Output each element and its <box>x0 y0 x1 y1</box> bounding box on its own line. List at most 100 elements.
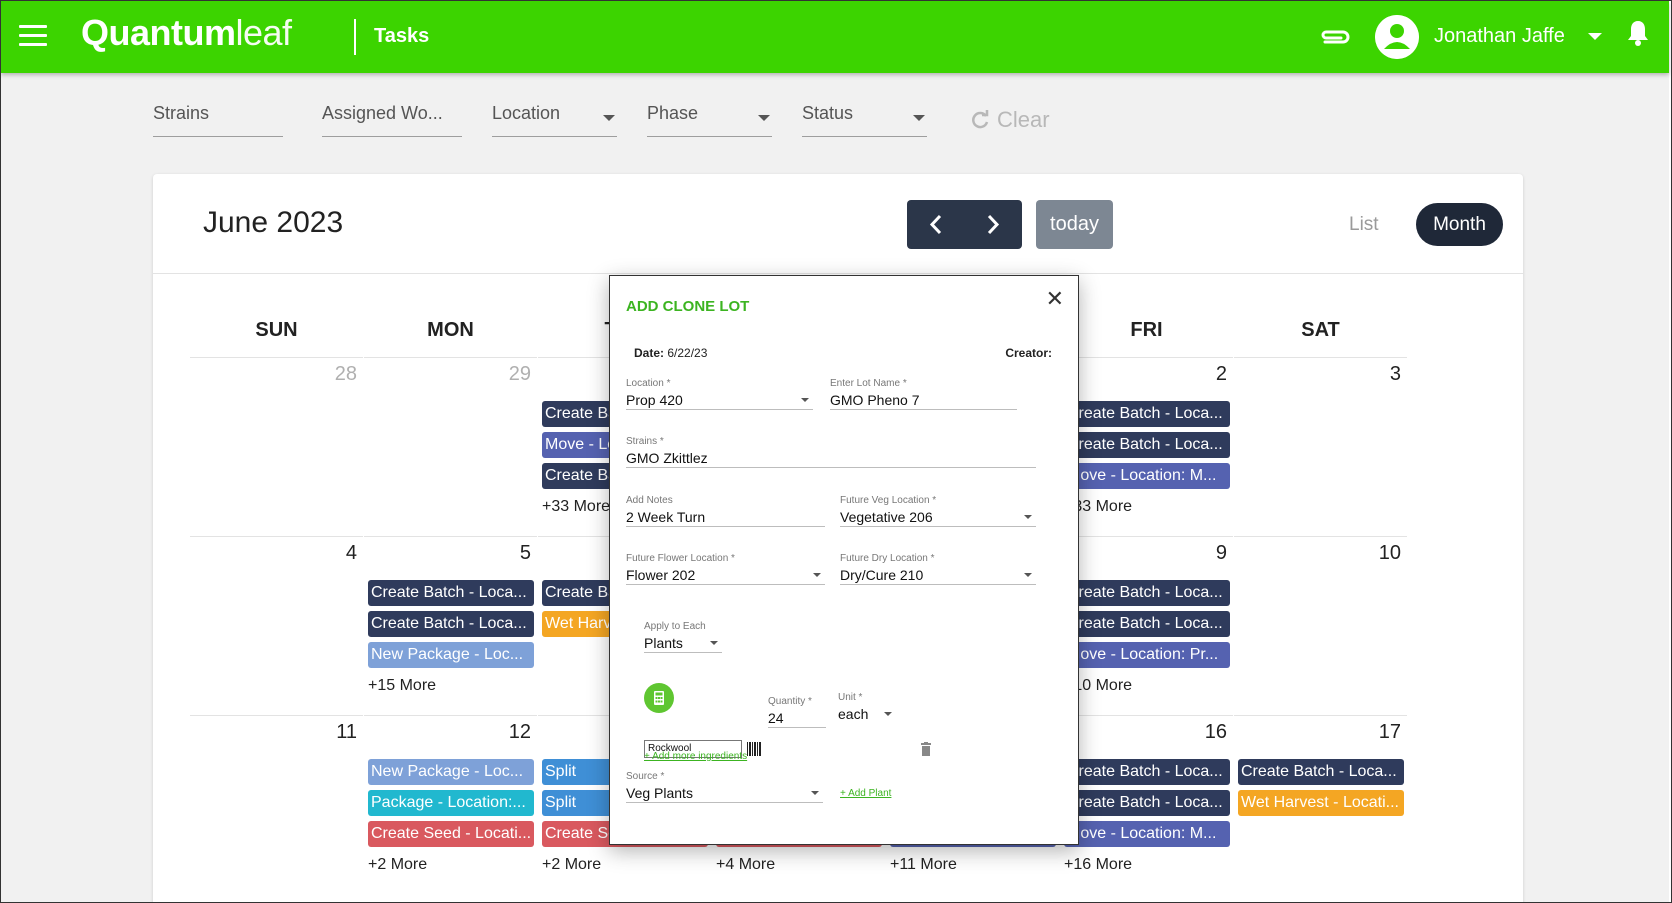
user-name[interactable]: Jonathan Jaffe <box>1434 25 1565 47</box>
status-filter[interactable]: Status <box>802 103 927 137</box>
future-veg-location-select[interactable]: Future Veg Location * Vegetative 206 <box>840 495 1036 527</box>
calendar-event[interactable]: Create Batch - Loca... <box>1064 401 1230 427</box>
chevron-down-icon[interactable] <box>1588 33 1602 40</box>
day-number[interactable]: 4 <box>345 542 357 564</box>
barcode-icon[interactable] <box>746 741 762 757</box>
day-cell[interactable]: 4 <box>190 536 363 726</box>
weekday-header: SAT <box>1301 319 1340 341</box>
chevron-down-icon <box>758 115 770 121</box>
calendar-event[interactable]: Package - Location:... <box>368 790 534 816</box>
menu-icon[interactable] <box>19 25 47 47</box>
day-number[interactable]: 9 <box>1215 542 1227 564</box>
calendar-event[interactable]: Create Batch - Loca... <box>1064 790 1230 816</box>
prev-month-button[interactable] <box>907 200 964 249</box>
day-cell[interactable]: 2 Create Batch - Loca... Create Batch - Lo… <box>1060 357 1233 547</box>
day-cell[interactable]: 28 <box>190 357 363 547</box>
more-events-link[interactable]: +2 More <box>368 856 428 873</box>
day-cell[interactable]: 16 Create Batch - Loca... Create Batch - L… <box>1060 715 1233 902</box>
calendar-event[interactable]: Create Batch - Loca... <box>1064 611 1230 637</box>
more-events-link[interactable]: +10 More <box>1064 677 1133 694</box>
day-number[interactable]: 5 <box>519 542 531 564</box>
calendar-event[interactable]: Create Batch - Loca... <box>368 580 534 606</box>
day-number[interactable]: 10 <box>1378 542 1401 564</box>
day-number[interactable]: 16 <box>1204 721 1227 743</box>
calendar-title: June 2023 <box>203 206 344 239</box>
strains-select[interactable]: Strains * GMO Zkittlez <box>626 436 1036 468</box>
notes-input[interactable]: Add Notes 2 Week Turn <box>626 495 825 527</box>
lot-name-input[interactable]: Enter Lot Name * GMO Pheno 7 <box>830 378 1017 410</box>
calculator-icon[interactable] <box>644 683 674 713</box>
more-events-link[interactable]: +33 More <box>542 498 611 515</box>
day-cell[interactable]: 9 Create Batch - Loca... Create Batch - Lo… <box>1060 536 1233 726</box>
brand-divider <box>354 19 356 55</box>
more-events-link[interactable]: +4 More <box>716 856 776 873</box>
unit-select[interactable]: Unit * each <box>838 692 896 724</box>
day-number[interactable]: 28 <box>334 363 357 385</box>
calendar-event[interactable]: Create Seed - Locati... <box>368 821 534 847</box>
calendar-event[interactable]: Create Batch - Loca... <box>1064 580 1230 606</box>
more-events-link[interactable]: +11 More <box>890 856 957 873</box>
account-icon[interactable] <box>1375 15 1419 59</box>
more-events-link[interactable]: +2 More <box>542 856 602 873</box>
day-number[interactable]: 29 <box>508 363 531 385</box>
calendar-event[interactable]: Move - Location: Pr... <box>1064 642 1230 668</box>
assigned-worker-filter[interactable]: Assigned Wo... <box>322 103 462 137</box>
weekday-header: FRI <box>1130 319 1163 341</box>
status-filter-label: Status <box>802 103 854 123</box>
clear-label: Clear <box>997 107 1050 132</box>
next-month-button[interactable] <box>965 200 1022 249</box>
apply-to-each-select[interactable]: Apply to Each Plants <box>644 621 722 653</box>
day-cell[interactable]: 17 Create Batch - Loca... Wet Harvest - Lo… <box>1234 715 1407 902</box>
day-cell[interactable]: 12 New Package - Loc... Package - Location… <box>364 715 537 902</box>
location-select[interactable]: Location * Prop 420 <box>626 378 813 410</box>
calendar-event[interactable]: Create Batch - Loca... <box>1064 759 1230 785</box>
day-cell[interactable]: 10 <box>1234 536 1407 726</box>
weekday-header: SUN <box>255 319 298 341</box>
day-cell[interactable]: 5 Create Batch - Loca... Create Batch - Lo… <box>364 536 537 726</box>
clear-filters-button[interactable]: Clear <box>969 107 1050 133</box>
future-dry-location-select[interactable]: Future Dry Location * Dry/Cure 210 <box>840 553 1036 585</box>
calendar-event[interactable]: Wet Harvest - Locati... <box>1238 790 1404 816</box>
day-cell[interactable]: 3 <box>1234 357 1407 547</box>
more-events-link[interactable]: +16 More <box>1064 856 1133 873</box>
calendar-event[interactable]: Create Batch - Loca... <box>368 611 534 637</box>
day-number[interactable]: 11 <box>336 721 357 743</box>
strains-filter[interactable]: Strains <box>153 103 283 137</box>
day-number[interactable]: 17 <box>1378 721 1401 743</box>
refresh-icon <box>972 110 989 129</box>
day-number[interactable]: 2 <box>1215 363 1227 385</box>
today-button[interactable]: today <box>1036 200 1113 249</box>
paperclip-icon[interactable] <box>1317 27 1351 47</box>
phase-filter[interactable]: Phase <box>647 103 772 137</box>
add-ingredients-link[interactable]: + Add more ingredients <box>644 751 748 762</box>
calendar-event[interactable]: Move - Location: M... <box>1064 463 1230 489</box>
quantity-input[interactable]: Quantity * 24 <box>768 696 826 728</box>
chevron-down-icon <box>603 115 615 121</box>
brand-logo[interactable]: Quantumleaf <box>81 12 292 53</box>
source-select[interactable]: Source * Veg Plants <box>626 771 823 803</box>
chevron-down-icon <box>913 115 925 121</box>
location-filter[interactable]: Location <box>492 103 617 137</box>
day-number[interactable]: 12 <box>508 721 531 743</box>
bell-icon[interactable] <box>1626 19 1650 47</box>
trash-icon[interactable] <box>920 742 932 756</box>
day-number[interactable]: 3 <box>1389 363 1401 385</box>
calendar-event[interactable]: New Package - Loc... <box>368 759 534 785</box>
day-cell[interactable]: 29 <box>364 357 537 547</box>
month-view-button[interactable]: Month <box>1416 203 1503 246</box>
add-plant-link[interactable]: + Add Plant <box>840 788 892 799</box>
day-cell[interactable]: 11 <box>190 715 363 902</box>
more-events-link[interactable]: +15 More <box>368 677 437 694</box>
calendar-event[interactable]: Move - Location: M... <box>1064 821 1230 847</box>
list-view-button[interactable]: List <box>1349 214 1379 235</box>
calendar-event[interactable]: Create Batch - Loca... <box>1238 759 1404 785</box>
close-icon[interactable]: ✕ <box>1045 286 1064 311</box>
ingredient-input[interactable]: Rockwool <box>644 740 742 758</box>
more-events-link[interactable]: +33 More <box>1064 498 1133 515</box>
calendar-event[interactable]: New Package - Loc... <box>368 642 534 668</box>
page-title: Tasks <box>374 25 430 47</box>
window-edge <box>1669 1 1671 902</box>
calendar-event[interactable]: Create Batch - Loca... <box>1064 432 1230 458</box>
future-flower-location-select[interactable]: Future Flower Location * Flower 202 <box>626 553 825 585</box>
